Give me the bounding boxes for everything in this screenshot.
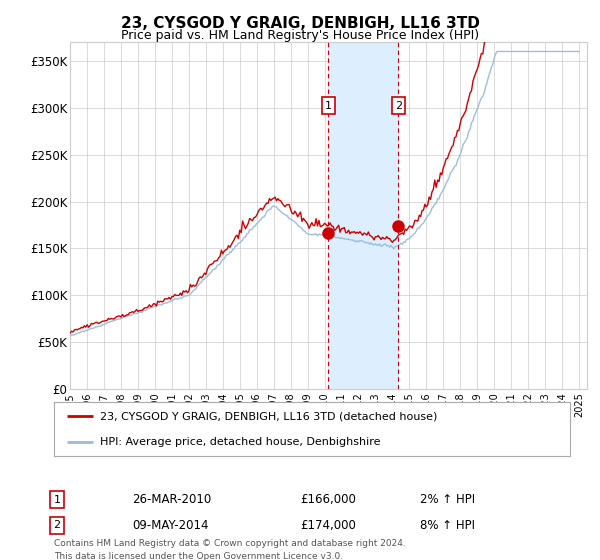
Text: Price paid vs. HM Land Registry's House Price Index (HPI): Price paid vs. HM Land Registry's House … — [121, 29, 479, 43]
Text: £174,000: £174,000 — [300, 519, 356, 532]
Text: 09-MAY-2014: 09-MAY-2014 — [132, 519, 209, 532]
Text: £166,000: £166,000 — [300, 493, 356, 506]
Text: 23, CYSGOD Y GRAIG, DENBIGH, LL16 3TD: 23, CYSGOD Y GRAIG, DENBIGH, LL16 3TD — [121, 16, 479, 31]
Text: 26-MAR-2010: 26-MAR-2010 — [132, 493, 211, 506]
Text: 1: 1 — [53, 494, 61, 505]
Bar — [328, 42, 398, 389]
Text: 8% ↑ HPI: 8% ↑ HPI — [420, 519, 475, 532]
Text: 23, CYSGOD Y GRAIG, DENBIGH, LL16 3TD (detached house): 23, CYSGOD Y GRAIG, DENBIGH, LL16 3TD (d… — [100, 412, 438, 421]
Text: Contains HM Land Registry data © Crown copyright and database right 2024.
This d: Contains HM Land Registry data © Crown c… — [54, 539, 406, 560]
Text: 2% ↑ HPI: 2% ↑ HPI — [420, 493, 475, 506]
Text: 2: 2 — [395, 101, 402, 111]
Text: 2: 2 — [53, 520, 61, 530]
Text: 1: 1 — [325, 101, 332, 111]
Text: HPI: Average price, detached house, Denbighshire: HPI: Average price, detached house, Denb… — [100, 437, 381, 446]
